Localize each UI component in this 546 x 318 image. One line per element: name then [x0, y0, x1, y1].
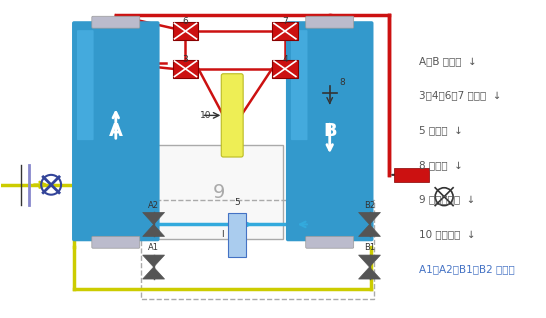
Text: B: B	[323, 122, 336, 140]
Polygon shape	[359, 267, 381, 279]
Text: B1: B1	[364, 243, 375, 252]
Text: 3、4、6、7 止回阀  ↓: 3、4、6、7 止回阀 ↓	[419, 91, 502, 100]
Bar	[272, 22, 298, 40]
FancyBboxPatch shape	[306, 16, 354, 28]
Bar	[228, 212, 246, 257]
Bar	[141, 200, 375, 299]
Text: 5 消声器  ↓: 5 消声器 ↓	[419, 125, 463, 135]
Text: 8 节流阀  ↓: 8 节流阀 ↓	[419, 160, 463, 170]
FancyBboxPatch shape	[92, 16, 140, 28]
FancyBboxPatch shape	[72, 21, 159, 241]
Text: A2: A2	[148, 201, 159, 210]
Polygon shape	[143, 212, 164, 225]
FancyBboxPatch shape	[92, 236, 140, 248]
FancyBboxPatch shape	[221, 74, 243, 157]
Polygon shape	[143, 267, 164, 279]
FancyBboxPatch shape	[77, 30, 93, 140]
Polygon shape	[359, 225, 381, 236]
Polygon shape	[143, 225, 164, 236]
Bar	[156, 145, 283, 239]
Polygon shape	[143, 255, 164, 267]
Text: A1、A2、B1、B2 切换阀: A1、A2、B1、B2 切换阀	[419, 264, 515, 274]
Text: 10 电加热器  ↓: 10 电加热器 ↓	[419, 229, 476, 239]
Text: A、B 吸附塔  ↓: A、B 吸附塔 ↓	[419, 56, 477, 66]
Bar	[173, 22, 198, 40]
FancyBboxPatch shape	[291, 30, 307, 140]
Text: 7: 7	[282, 17, 288, 26]
Polygon shape	[359, 212, 381, 225]
Bar	[394, 168, 429, 182]
Bar	[272, 60, 298, 78]
Text: B2: B2	[364, 201, 375, 210]
Text: 8: 8	[340, 78, 346, 87]
FancyBboxPatch shape	[286, 21, 373, 241]
Text: A: A	[109, 122, 123, 140]
Bar	[173, 60, 198, 78]
Text: 5: 5	[234, 197, 240, 207]
Text: 9: 9	[213, 183, 225, 202]
Text: 6: 6	[182, 17, 188, 26]
Text: 10: 10	[200, 111, 211, 120]
Text: 9 程序控制器  ↓: 9 程序控制器 ↓	[419, 195, 476, 205]
Polygon shape	[359, 255, 381, 267]
Text: 3: 3	[182, 55, 188, 64]
Text: 4: 4	[282, 55, 288, 64]
FancyBboxPatch shape	[306, 236, 354, 248]
Text: I: I	[222, 230, 224, 239]
Text: A1: A1	[148, 243, 159, 252]
